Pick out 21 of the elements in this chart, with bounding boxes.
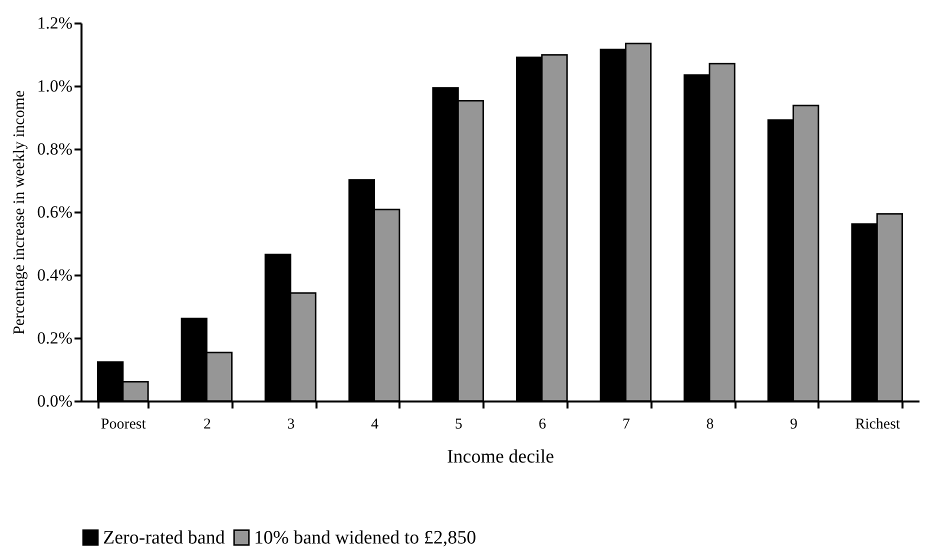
y-axis-title: Percentage increase in weekly income xyxy=(11,90,28,335)
x-tick-label: 9 xyxy=(790,416,798,432)
x-tick-label: 4 xyxy=(371,416,380,432)
x-axis-title: Income decile xyxy=(446,446,554,468)
x-tick-label: 6 xyxy=(538,416,547,432)
y-tick-label: 1.2% xyxy=(37,14,72,32)
x-tick-label: 5 xyxy=(454,416,462,432)
y-tick-label: 0.4% xyxy=(37,266,72,284)
legend-label: Zero-rated band xyxy=(103,528,226,549)
x-tick-label: 8 xyxy=(706,416,714,432)
x-tick-label: 7 xyxy=(622,416,630,432)
legend-label: 10% band widened to £2,850 xyxy=(254,528,476,549)
y-tick-label: 0.8% xyxy=(37,140,72,158)
x-tick-label: Poorest xyxy=(100,416,147,432)
x-tick-label: 3 xyxy=(287,416,295,432)
y-tick-label: 0.2% xyxy=(37,328,72,348)
x-tick-label: Richest xyxy=(855,416,901,432)
y-tick-label: 0.6% xyxy=(37,202,72,222)
x-tick-label: 2 xyxy=(203,416,211,432)
y-tick-label: 0.0% xyxy=(37,392,72,410)
y-tick-label: 1.0% xyxy=(37,76,72,96)
